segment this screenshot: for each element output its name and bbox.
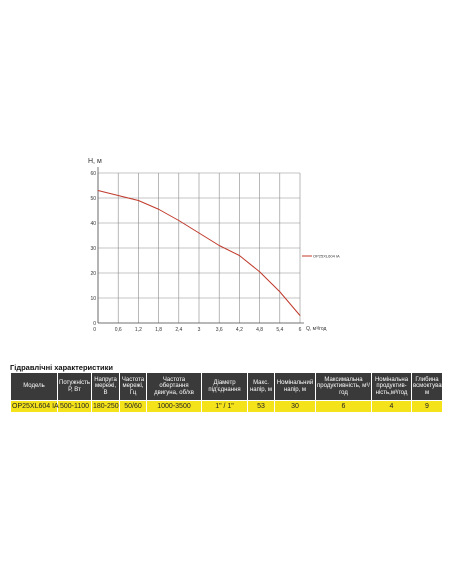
y-tick-label: 20 bbox=[90, 271, 96, 277]
x-tick-label: 4,2 bbox=[236, 327, 243, 333]
cell-power: 500-1100 bbox=[57, 400, 92, 413]
x-tick-labels: 0,6 1,2 1,8 2,4 3 3,6 4,2 4,8 5,4 6 0 bbox=[93, 327, 301, 333]
legend-label: OP25XL604 IA bbox=[313, 254, 340, 259]
header-max-flow: Максимальна продуктивність, м³/год bbox=[315, 372, 372, 401]
x-tick-label: 3 bbox=[198, 327, 201, 333]
data-point bbox=[239, 255, 240, 256]
y-axis-label: H, м bbox=[88, 158, 102, 165]
data-point bbox=[299, 315, 301, 316]
cell-frequency: 50/60 bbox=[119, 400, 147, 413]
data-point bbox=[198, 232, 200, 234]
header-voltage: Напруга мережі, В bbox=[91, 372, 120, 401]
x-tick-label: 6 bbox=[299, 327, 302, 333]
cell-suction-depth: 9 bbox=[411, 400, 443, 413]
chart-grid bbox=[97, 172, 301, 324]
header-connection-diameter: Діаметр під'єднання bbox=[201, 372, 248, 401]
chart-series bbox=[97, 190, 301, 316]
cell-model: OP25XL604 IA bbox=[10, 400, 59, 413]
x-tick-label: 0,6 bbox=[115, 327, 122, 333]
cell-nominal-flow: 4 bbox=[371, 400, 412, 413]
x-tick-label: 4,8 bbox=[256, 327, 263, 333]
header-nominal-flow: Номінальна продуктив-ність,м³/год bbox=[371, 372, 412, 401]
data-point bbox=[259, 271, 260, 273]
x-tick-label: 3,6 bbox=[216, 327, 223, 333]
y-tick-label: 0 bbox=[93, 321, 96, 327]
table-row: OP25XL604 IA 500-1100 180-250 50/60 1000… bbox=[10, 400, 443, 413]
header-frequency: Частота мережі, Гц bbox=[119, 372, 147, 401]
data-point bbox=[138, 200, 139, 201]
y-tick-label: 60 bbox=[90, 171, 96, 177]
cell-connection-diameter: 1" / 1" bbox=[201, 400, 248, 413]
cell-max-flow: 6 bbox=[315, 400, 372, 413]
header-rotation-speed: Частота обертання двигуна, об/хв bbox=[146, 372, 202, 401]
x-tick-label: 1,8 bbox=[155, 327, 162, 333]
data-point bbox=[97, 190, 99, 191]
data-point bbox=[117, 195, 119, 196]
data-point bbox=[279, 291, 281, 293]
y-tick-label: 40 bbox=[90, 221, 96, 227]
table-title: Гідравлічні характеристики bbox=[10, 363, 113, 372]
cell-nominal-head: 30 bbox=[274, 400, 316, 413]
x-tick-label: 5,4 bbox=[276, 327, 283, 333]
pump-curve-chart: 0,6 1,2 1,8 2,4 3 3,6 4,2 4,8 5,4 60 010203040506… bbox=[88, 158, 340, 333]
cell-rotation-speed: 1000-3500 bbox=[146, 400, 202, 413]
hydraulic-specs-table: Модель Потужність Р, Вт Напруга мережі, … bbox=[10, 372, 452, 413]
x-tick-label: 2,4 bbox=[175, 327, 182, 333]
y-tick-labels: 0 10 20 30 40 50 60 bbox=[90, 171, 96, 327]
header-model: Модель bbox=[10, 372, 58, 401]
y-tick-label: 50 bbox=[90, 196, 96, 202]
y-tick-label: 30 bbox=[90, 246, 96, 252]
header-power: Потужність Р, Вт bbox=[57, 372, 92, 401]
chart-legend: OP25XL604 IA bbox=[302, 254, 340, 259]
x-axis-label: Q, м³/год bbox=[306, 326, 327, 332]
data-point bbox=[218, 245, 220, 246]
header-suction-depth: Глибина всмоктування, м bbox=[411, 372, 452, 401]
y-tick-label: 10 bbox=[90, 296, 96, 302]
x-tick-label: 0 bbox=[93, 327, 96, 333]
table-header-row: Модель Потужність Р, Вт Напруга мережі, … bbox=[10, 372, 452, 401]
chart-axes bbox=[97, 167, 304, 324]
cell-max-head: 53 bbox=[247, 400, 275, 413]
header-max-head: Макс. напір, м bbox=[247, 372, 275, 401]
data-point bbox=[158, 208, 160, 210]
header-nominal-head: Номінальний напір, м bbox=[274, 372, 316, 401]
data-point bbox=[178, 220, 180, 221]
cell-voltage: 180-250 bbox=[91, 400, 120, 413]
x-tick-label: 1,2 bbox=[135, 327, 142, 333]
